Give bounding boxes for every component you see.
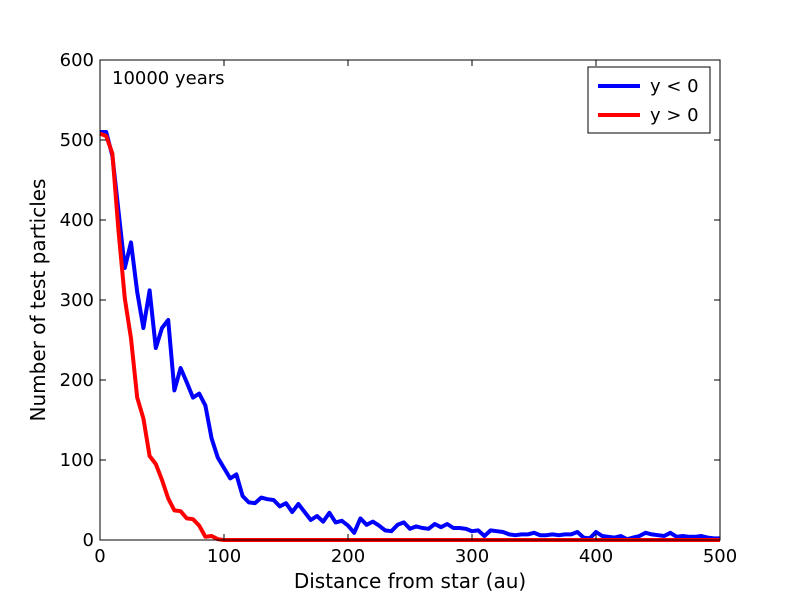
series-line-y-lt-0 bbox=[100, 130, 720, 542]
y-tick-label: 500 bbox=[60, 130, 94, 151]
y-tick-label: 400 bbox=[60, 210, 94, 231]
y-tick-label: 200 bbox=[60, 370, 94, 391]
x-tick-label: 200 bbox=[331, 546, 365, 567]
y-axis-label: Number of test particles bbox=[26, 179, 50, 422]
y-tick-label: 100 bbox=[60, 450, 94, 471]
y-tick-label: 0 bbox=[83, 530, 94, 551]
ticks-layer: 0 100 200 300 400 500 0 100 200 300 400 500 600 bbox=[60, 50, 738, 567]
x-tick-label: 500 bbox=[703, 546, 737, 567]
y-tick-label: 600 bbox=[60, 50, 94, 71]
legend-label-y-gt-0: y > 0 bbox=[650, 105, 699, 126]
legend-box bbox=[587, 66, 711, 134]
legend: y < 0 y > 0 bbox=[587, 66, 711, 134]
annotation-label: 10000 years bbox=[112, 68, 225, 89]
x-axis-label: Distance from star (au) bbox=[294, 569, 526, 593]
plot-area bbox=[100, 60, 720, 540]
x-tick-label: 100 bbox=[207, 546, 241, 567]
y-tick-label: 300 bbox=[60, 290, 94, 311]
x-tick-label: 400 bbox=[579, 546, 613, 567]
legend-label-y-lt-0: y < 0 bbox=[650, 76, 699, 97]
x-tick-label: 300 bbox=[455, 546, 489, 567]
x-tick-label: 0 bbox=[94, 546, 105, 567]
